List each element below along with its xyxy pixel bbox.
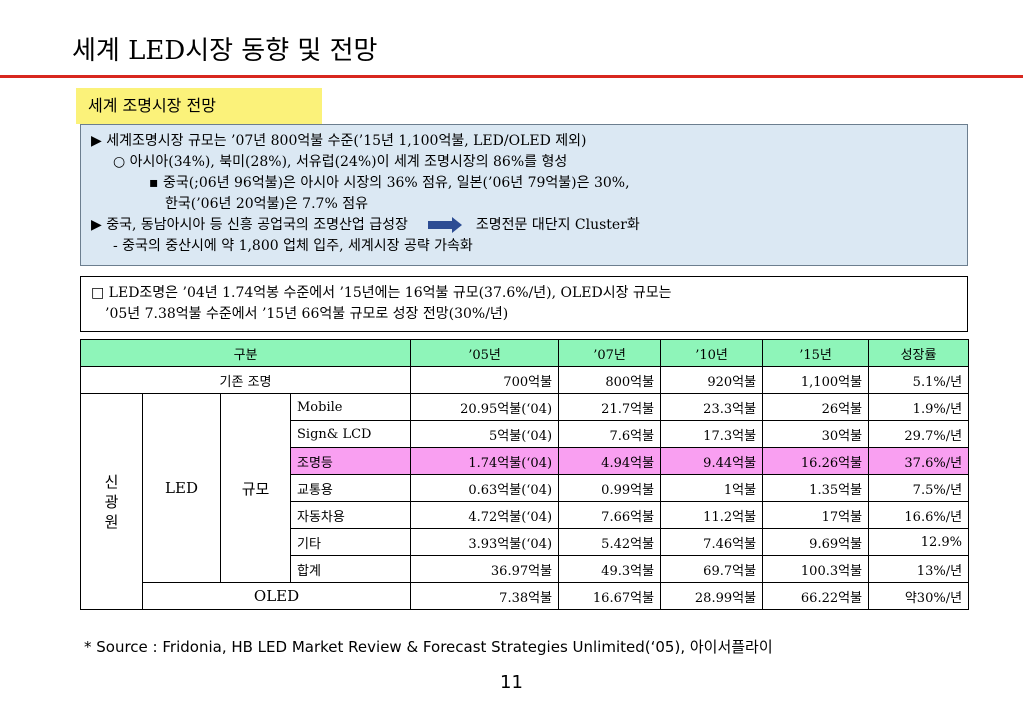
table-cell: 4.72억불(‘04) — [410, 501, 560, 529]
title-divider — [0, 75, 1023, 78]
table-row: Sign& LCD 5억불(‘04) 7.6억불 17.3억불 30억불 29.… — [81, 420, 970, 448]
bullet-line-6: - 중국의 중산시에 약 1,800 업체 입주, 세계시장 공략 가속화 — [113, 238, 473, 254]
table-cell: 700억불 — [410, 366, 560, 394]
table-cell: 7.5%/년 — [868, 474, 970, 502]
table-cell: 29.7%/년 — [868, 420, 970, 448]
bullet-line-5-result: 조명전문 대단지 Cluster화 — [475, 217, 640, 233]
table-cell: 1,100억불 — [762, 366, 870, 394]
table-cell: 9.69억불 — [762, 528, 870, 556]
table-row: OLED 7.38억불 16.67억불 28.99억불 66.22억불 약30%… — [81, 582, 970, 610]
right-arrow-icon — [427, 217, 462, 233]
note-line-2: ’05년 7.38억불 수준에서 ’15년 66억불 규모로 성장 전망(30%… — [105, 306, 509, 322]
row-label: 합계 — [289, 555, 412, 583]
header-growth: 성장률 — [868, 339, 970, 367]
table-cell: 1.74억불(‘04) — [410, 447, 560, 475]
table-cell: 3.93억불(‘04) — [410, 528, 560, 556]
row-label: 기존 조명 — [79, 366, 412, 394]
table-cell: 11.2억불 — [660, 501, 764, 529]
bullet-line-1: ▶ 세계조명시장 규모는 ’07년 800억불 수준(’15년 1,100억불,… — [91, 133, 587, 149]
table-cell: 66.22억불 — [762, 582, 870, 610]
table-cell: 16.26억불 — [762, 447, 870, 475]
table-row: 신 광 원 LED 규모 Mobile 20.95억불(‘04) 21.7억불 … — [80, 393, 970, 610]
table-cell: 26억불 — [762, 393, 870, 421]
table-header-row: 구분 ’05년 ’07년 ’10년 ’15년 성장률 — [79, 339, 970, 367]
page-title: 세계 LED시장 동향 및 전망 — [72, 36, 378, 66]
group-char: 원 — [104, 512, 119, 531]
table-row-highlighted: 조명등 1.74억불(‘04) 4.94억불 9.44억불 16.26억불 37… — [81, 447, 970, 475]
group-char: 광 — [104, 492, 119, 511]
table-cell: 21.7억불 — [558, 393, 662, 421]
table-cell: 0.99억불 — [558, 474, 662, 502]
row-label: 기타 — [289, 528, 412, 556]
row-label: Sign& LCD — [289, 420, 412, 448]
market-table: 구분 ’05년 ’07년 ’10년 ’15년 성장률 기존 조명 700억불 8… — [79, 339, 970, 610]
row-label: 조명등 — [289, 447, 412, 475]
page-number: 11 — [500, 672, 523, 693]
table-cell: 약30%/년 — [868, 582, 970, 610]
header-category: 구분 — [79, 339, 412, 367]
table-cell: 28.99억불 — [660, 582, 764, 610]
table-cell: 12.9% — [868, 528, 970, 556]
summary-box: ▶ 세계조명시장 규모는 ’07년 800억불 수준(’15년 1,100억불,… — [80, 124, 968, 266]
table-cell: 69.7억불 — [660, 555, 764, 583]
table-cell: 16.6%/년 — [868, 501, 970, 529]
header-2005: ’05년 — [410, 339, 560, 367]
table-row: 교통용 0.63억불(‘04) 0.99억불 1억불 1.35억불 7.5%/년 — [81, 474, 970, 502]
table-cell: 13%/년 — [868, 555, 970, 583]
table-cell: 7.46억불 — [660, 528, 764, 556]
row-label: 교통용 — [289, 474, 412, 502]
row-label: 자동차용 — [289, 501, 412, 529]
table-cell: 1억불 — [660, 474, 764, 502]
section-label: 세계 조명시장 전망 — [76, 88, 322, 124]
table-cell: 5억불(‘04) — [410, 420, 560, 448]
table-row: 기타 3.93억불(‘04) 5.42억불 7.46억불 9.69억불 12.9… — [81, 528, 970, 556]
bullet-line-5-text: ▶ 중국, 동남아시아 등 신흥 공업국의 조명산업 급성장 — [91, 217, 408, 233]
table-cell: 36.97억불 — [410, 555, 560, 583]
table-cell: 30억불 — [762, 420, 870, 448]
table-cell: 0.63억불(‘04) — [410, 474, 560, 502]
row-label: Mobile — [289, 393, 412, 421]
table-cell: 7.38억불 — [410, 582, 560, 610]
table-cell: 920억불 — [660, 366, 764, 394]
table-cell: 800억불 — [558, 366, 662, 394]
table-cell: 7.66억불 — [558, 501, 662, 529]
group-char: 신 — [104, 472, 119, 491]
table-cell: 7.6억불 — [558, 420, 662, 448]
table-cell: 49.3억불 — [558, 555, 662, 583]
table-cell: 37.6%/년 — [868, 447, 970, 475]
bullet-line-5: ▶ 중국, 동남아시아 등 신흥 공업국의 조명산업 급성장 조명전문 대단지 C… — [91, 215, 957, 236]
header-2010: ’10년 — [660, 339, 764, 367]
header-2007: ’07년 — [558, 339, 662, 367]
bullet-line-2: ○ 아시아(34%), 북미(28%), 서유럽(24%)이 세계 조명시장의 … — [113, 154, 568, 170]
row-label-oled: OLED — [141, 582, 412, 610]
table-row: 기존 조명 700억불 800억불 920억불 1,100억불 5.1%/년 — [79, 366, 970, 394]
scale-label: 규모 — [220, 393, 291, 583]
table-cell: 1.9%/년 — [868, 393, 970, 421]
table-cell: 17억불 — [762, 501, 870, 529]
table-cell: 5.42억불 — [558, 528, 662, 556]
table-cell: 5.1%/년 — [868, 366, 970, 394]
table-cell: 1.35억불 — [762, 474, 870, 502]
header-2015: ’15년 — [762, 339, 870, 367]
table-cell: 17.3억불 — [660, 420, 764, 448]
table-cell: 100.3억불 — [762, 555, 870, 583]
bullet-line-4: 한국(’06년 20억불)은 7.7% 점유 — [165, 196, 368, 212]
table-cell: 23.3억불 — [660, 393, 764, 421]
bullet-line-3: ▪ 중국(;06년 96억불)은 아시아 시장의 36% 점유, 일본(’06년… — [149, 175, 630, 191]
note-line-1: □ LED조명은 ’04년 1.74억봉 수준에서 ’15년에는 16억불 규모… — [91, 285, 672, 301]
table-cell: 20.95억불(‘04) — [410, 393, 560, 421]
note-box: □ LED조명은 ’04년 1.74억봉 수준에서 ’15년에는 16억불 규모… — [80, 276, 968, 332]
led-label: LED — [142, 393, 221, 583]
table-cell: 16.67억불 — [558, 582, 662, 610]
table-cell: 4.94억불 — [558, 447, 662, 475]
group-label-new-light-source: 신 광 원 — [80, 393, 143, 610]
source-note: * Source : Fridonia, HB LED Market Revie… — [84, 638, 773, 656]
table-cell: 9.44억불 — [660, 447, 764, 475]
table-row: 자동차용 4.72억불(‘04) 7.66억불 11.2억불 17억불 16.6… — [81, 501, 970, 529]
